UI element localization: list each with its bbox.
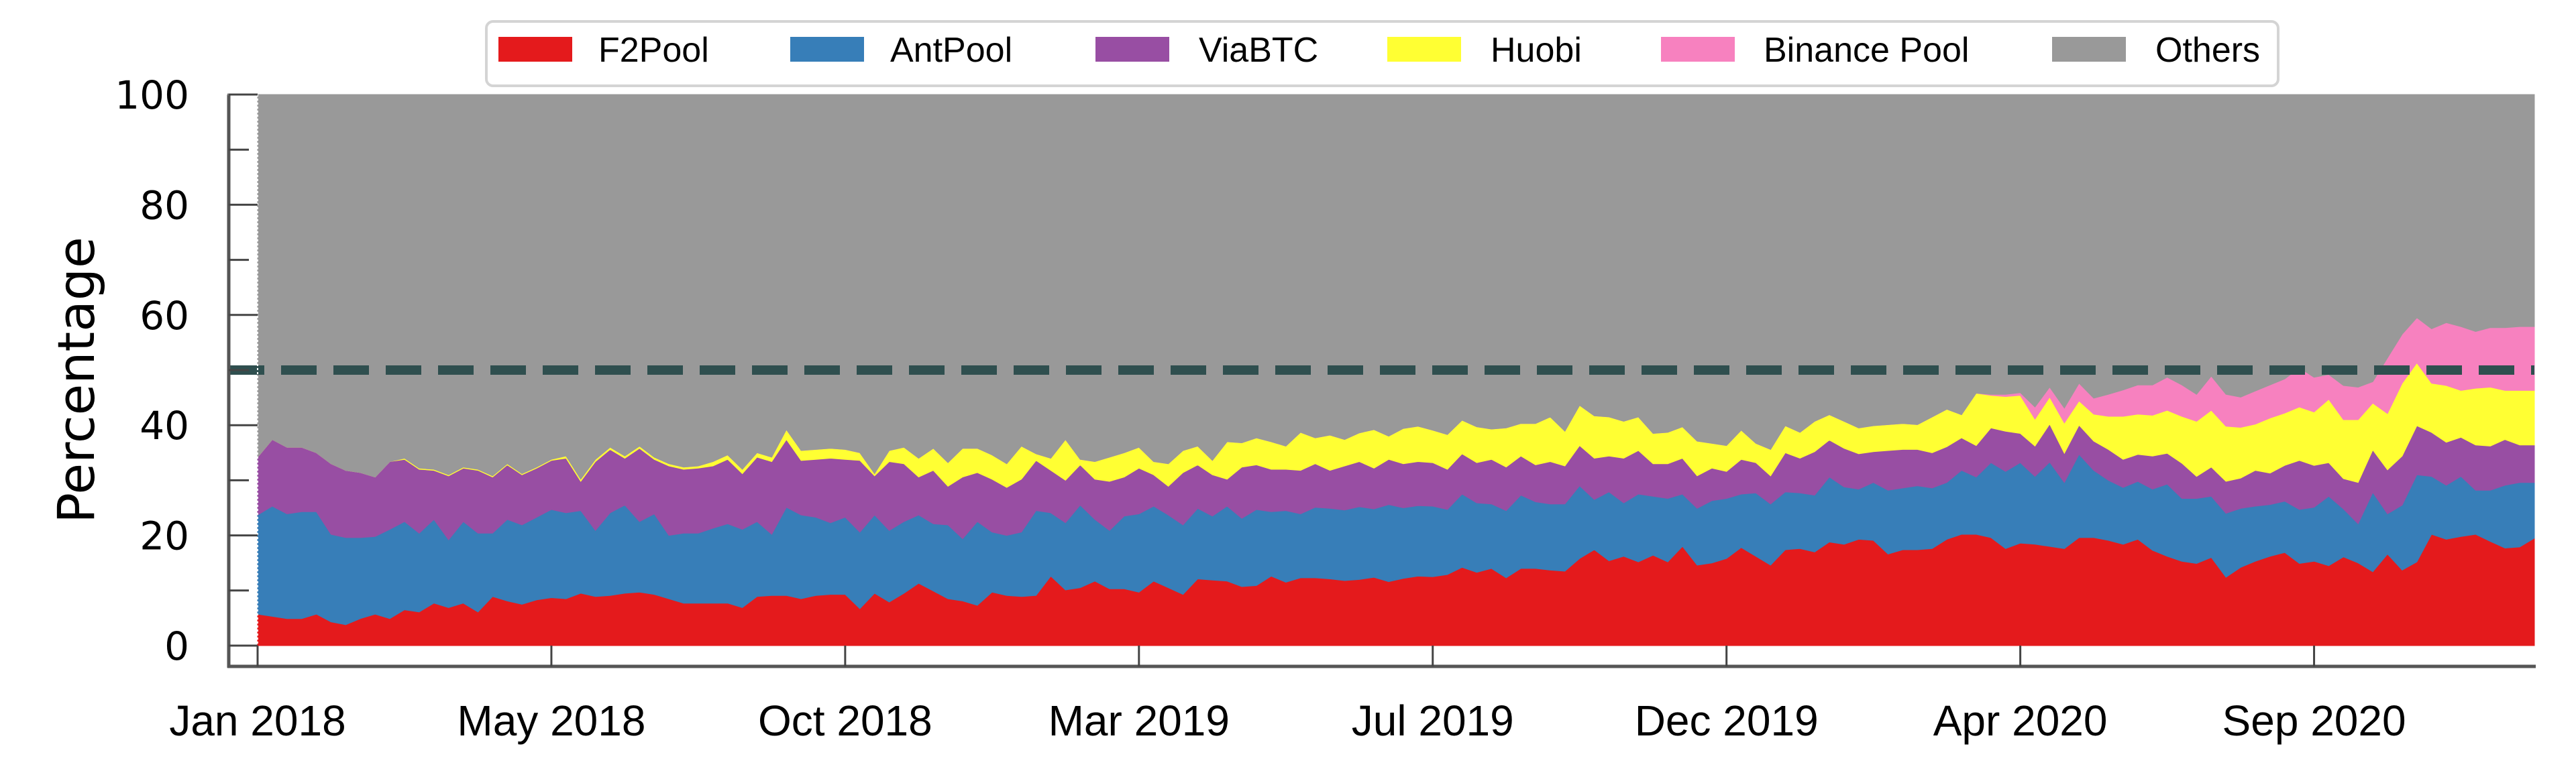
- y-tick-label: 40: [140, 403, 189, 449]
- legend-label: ViaBTC: [1199, 31, 1318, 70]
- legend-swatch: [1095, 37, 1169, 62]
- legend-item-huobi: Huobi: [1387, 31, 1582, 70]
- legend-item-others: Others: [2052, 31, 2260, 70]
- legend-item-antpool: AntPool: [790, 31, 1012, 70]
- legend-swatch: [1661, 37, 1735, 62]
- y-tick-label: 100: [115, 72, 189, 118]
- x-tick-label: Oct 2018: [758, 697, 932, 745]
- y-tick-label: 20: [140, 514, 189, 559]
- legend-item-viabtc: ViaBTC: [1095, 31, 1318, 70]
- y-axis-title: Percentage: [46, 237, 106, 524]
- x-tick-label: Sep 2020: [2222, 697, 2406, 745]
- y-tick-label: 80: [140, 182, 189, 228]
- y-tick-label: 60: [140, 293, 189, 339]
- x-tick-label: Apr 2020: [1933, 697, 2108, 745]
- y-ticks: 0 20 40 60 80 100: [115, 72, 258, 669]
- legend-swatch: [790, 37, 864, 62]
- area-others: [257, 94, 2535, 480]
- legend-label: Others: [2155, 31, 2260, 70]
- legend-label: Binance Pool: [1764, 31, 1969, 70]
- legend-swatch: [498, 37, 572, 62]
- x-tick-label: Dec 2019: [1635, 697, 1819, 745]
- x-ticks: Jan 2018 May 2018 Oct 2018 Mar 2019 Jul 2019…: [169, 646, 2406, 745]
- legend-swatch: [2052, 37, 2126, 62]
- legend-item-binance-pool: Binance Pool: [1661, 31, 1969, 70]
- x-tick-label: Mar 2019: [1049, 697, 1230, 745]
- y-tick-label: 0: [164, 623, 189, 669]
- legend-label: Huobi: [1491, 31, 1582, 70]
- x-tick-label: Jan 2018: [169, 697, 345, 745]
- legend-swatch: [1387, 37, 1461, 62]
- legend-label: F2Pool: [598, 31, 709, 70]
- legend-label: AntPool: [890, 31, 1012, 70]
- x-tick-label: May 2018: [457, 697, 645, 745]
- legend-frame: [485, 20, 2279, 87]
- legend-item-f2pool: F2Pool: [498, 31, 709, 70]
- legend: F2Pool AntPool ViaBTC Huobi Binance Pool Othe…: [485, 20, 2279, 87]
- area-layers: [257, 94, 2535, 646]
- x-tick-label: Jul 2019: [1352, 697, 1514, 745]
